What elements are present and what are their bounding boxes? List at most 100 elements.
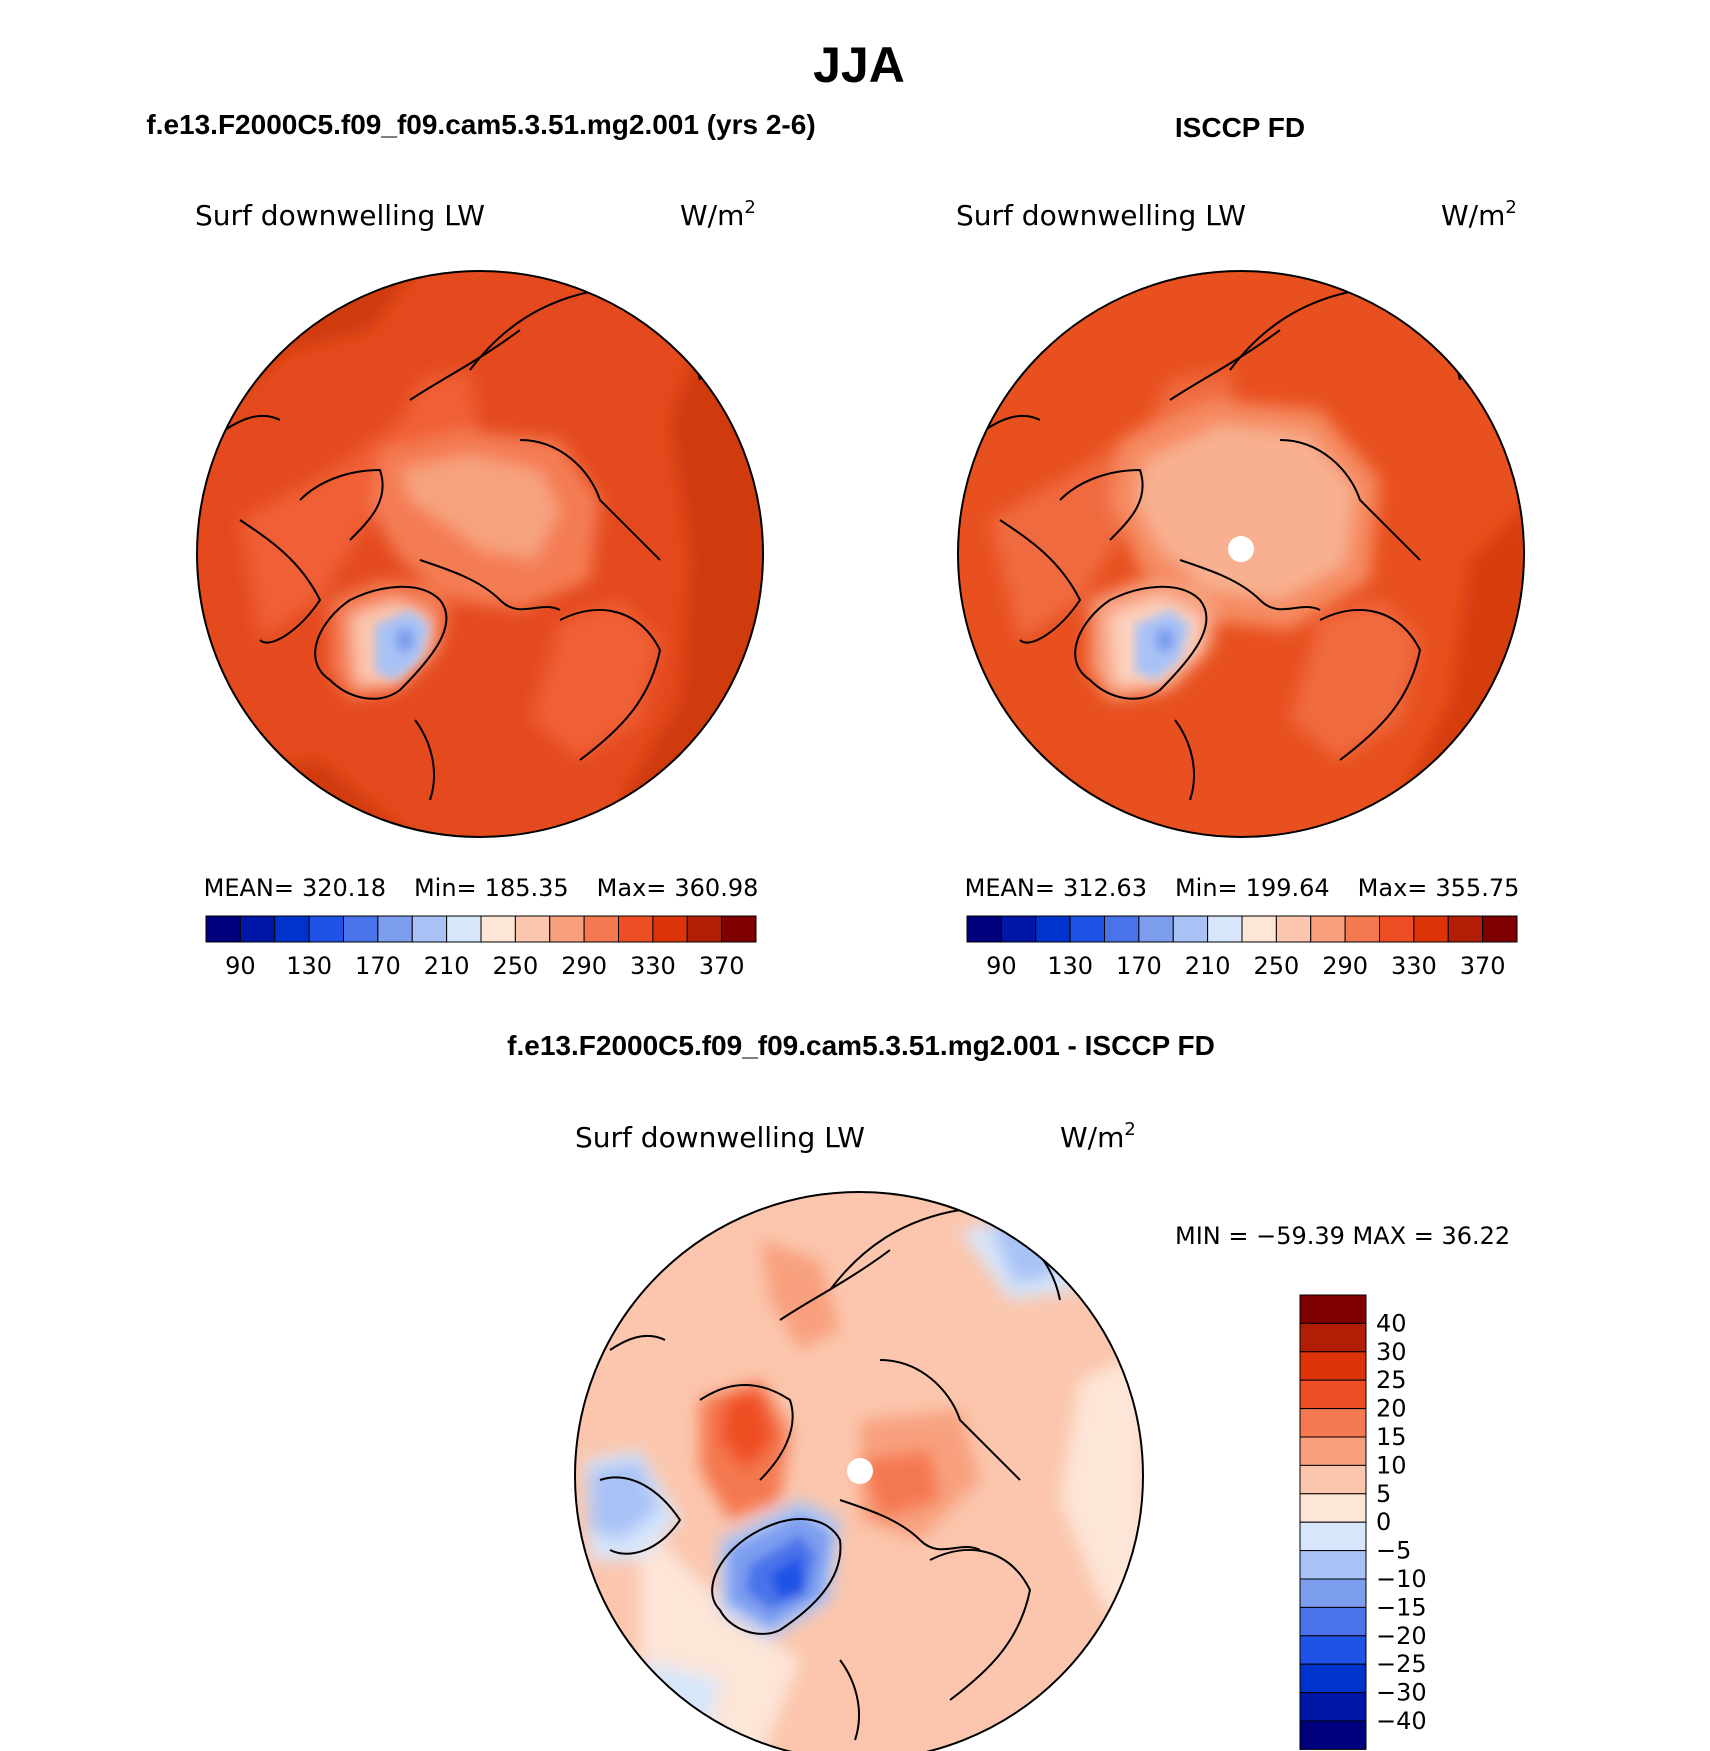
diff-panel-title: f.e13.F2000C5.f09_f09.cam5.3.51.mg2.001 … xyxy=(507,1030,1215,1061)
model-colorbar-tick-label: 210 xyxy=(424,952,470,980)
model-panel: Surf downwelling LW W/m2 xyxy=(195,197,764,980)
diff-colorbar-tick-label: −20 xyxy=(1376,1622,1427,1650)
model-colorbar-swatch xyxy=(652,915,688,943)
model-colorbar-swatch xyxy=(514,915,551,943)
obs-colorbar-tick-label: 370 xyxy=(1460,952,1506,980)
obs-panel-title: ISCCP FD xyxy=(1175,112,1305,143)
coastlines xyxy=(224,289,701,801)
diff-colorbar-tick-label: 5 xyxy=(1376,1480,1391,1508)
diff-colorbar-tick-label: 15 xyxy=(1376,1423,1407,1451)
model-colorbar: 90 130 170 210 250 290 330 370 xyxy=(205,915,757,980)
diff-colorbar-swatch xyxy=(1299,1408,1367,1438)
model-colorbar-swatch xyxy=(618,915,654,943)
diff-variable-label: Surf downwelling LW xyxy=(575,1121,865,1154)
diff-colorbar-tick-label: 10 xyxy=(1376,1451,1407,1479)
diff-colorbar-swatch xyxy=(1299,1663,1367,1694)
obs-colorbar-swatch xyxy=(1069,915,1105,943)
diff-colorbar-tick-label: 30 xyxy=(1376,1338,1407,1366)
diff-colorbar-swatch xyxy=(1299,1351,1367,1381)
obs-colorbar-tick-label: 90 xyxy=(986,952,1017,980)
model-colorbar-tick-label: 170 xyxy=(355,952,401,980)
obs-map-field xyxy=(1155,628,1175,652)
obs-colorbar-tick-label: 130 xyxy=(1047,952,1093,980)
obs-pole-hole xyxy=(1228,536,1254,562)
obs-colorbar-swatch xyxy=(1207,915,1243,943)
obs-colorbar-swatch xyxy=(1000,915,1037,943)
diff-colorbar-tick-label: −25 xyxy=(1376,1650,1427,1678)
diff-colorbar-swatch xyxy=(1299,1550,1367,1580)
diff-map-field xyxy=(720,1390,775,1470)
obs-colorbar-swatch xyxy=(1172,915,1209,943)
model-colorbar-tick-label: 290 xyxy=(561,952,607,980)
obs-units-label: W/m2 xyxy=(1441,197,1517,232)
model-map xyxy=(197,271,763,837)
obs-map-field xyxy=(1290,600,1420,760)
diff-colorbar-swatch xyxy=(1299,1493,1367,1523)
model-colorbar-tick-label: 330 xyxy=(630,952,676,980)
obs-colorbar-swatch xyxy=(1447,915,1484,943)
diff-colorbar-tick-label: 20 xyxy=(1376,1395,1407,1423)
obs-colorbar-tick-label: 330 xyxy=(1391,952,1437,980)
obs-colorbar-tick-label: 290 xyxy=(1322,952,1368,980)
model-map-border xyxy=(196,270,764,838)
obs-colorbar-tick-label: 170 xyxy=(1116,952,1162,980)
model-colorbar-swatch xyxy=(583,915,619,943)
season-title: JJA xyxy=(813,37,905,93)
diff-colorbar-tick-label: −10 xyxy=(1376,1565,1427,1593)
model-map-field xyxy=(395,628,415,652)
obs-map-border xyxy=(957,270,1525,838)
obs-colorbar-swatch xyxy=(1104,915,1140,943)
model-colorbar-swatch xyxy=(377,915,413,943)
obs-colorbar-swatch xyxy=(1413,915,1449,943)
diff-colorbar-tick-label: 25 xyxy=(1376,1366,1407,1394)
obs-colorbar-swatch xyxy=(1310,915,1346,943)
diff-colorbar-tick-label: 0 xyxy=(1376,1508,1391,1536)
diff-colorbar-tick-label: −15 xyxy=(1376,1593,1427,1621)
diff-panel: Surf downwelling LW W/m2 MIN = −59.39 MA… xyxy=(574,1119,1510,1751)
model-panel-title: f.e13.F2000C5.f09_f09.cam5.3.51.mg2.001 … xyxy=(146,109,815,140)
diff-colorbar-swatch xyxy=(1299,1379,1367,1410)
obs-map-field xyxy=(1135,425,1355,600)
model-colorbar-swatch xyxy=(721,915,757,943)
model-stats: MEAN= 320.18 Min= 185.35 Max= 360.98 xyxy=(204,874,759,902)
model-colorbar-swatch xyxy=(411,915,448,943)
obs-colorbar-tick-label: 210 xyxy=(1185,952,1231,980)
diff-units-label: W/m2 xyxy=(1060,1119,1136,1154)
model-colorbar-swatch xyxy=(239,915,276,943)
model-map-field xyxy=(530,600,660,760)
obs-colorbar-swatch xyxy=(1482,915,1518,943)
model-colorbar-tick-label: 370 xyxy=(699,952,745,980)
model-variable-label: Surf downwelling LW xyxy=(195,199,485,232)
diff-colorbar-swatch xyxy=(1299,1606,1367,1637)
model-colorbar-swatch xyxy=(446,915,482,943)
model-map-field xyxy=(400,455,560,560)
model-colorbar-swatch xyxy=(343,915,379,943)
diff-map-field xyxy=(590,1460,660,1540)
diff-colorbar-swatch xyxy=(1299,1521,1367,1552)
diff-colorbar-tick-label: −30 xyxy=(1376,1679,1427,1707)
diff-colorbar-swatch xyxy=(1299,1692,1367,1722)
model-map-field xyxy=(240,370,480,640)
obs-colorbar-swatch xyxy=(966,915,1002,943)
diff-map-border xyxy=(574,1191,1144,1751)
diff-colorbar-tick-label: −40 xyxy=(1376,1707,1427,1735)
obs-panel: Surf downwelling LW W/m2 xyxy=(956,197,1525,980)
obs-colorbar-swatch xyxy=(1379,915,1415,943)
model-colorbar-swatch xyxy=(205,915,241,943)
obs-colorbar-swatch xyxy=(1138,915,1174,943)
diff-colorbar-swatch xyxy=(1299,1635,1367,1665)
diff-colorbar-swatch xyxy=(1299,1578,1367,1608)
obs-colorbar-swatch xyxy=(1241,915,1277,943)
diff-map-field xyxy=(860,1450,940,1520)
obs-colorbar: 90 130 170 210 250 290 330 370 xyxy=(966,915,1518,980)
diff-colorbar-swatch xyxy=(1299,1322,1367,1353)
diff-colorbar-tick-label: −5 xyxy=(1376,1537,1411,1565)
diff-stats: MIN = −59.39 MAX = 36.22 xyxy=(1175,1222,1510,1250)
model-colorbar-tick-label: 130 xyxy=(286,952,332,980)
diff-map-field xyxy=(760,1240,840,1350)
model-colorbar-swatch xyxy=(549,915,585,943)
obs-colorbar-tick-label: 250 xyxy=(1253,952,1299,980)
model-colorbar-swatch xyxy=(686,915,723,943)
